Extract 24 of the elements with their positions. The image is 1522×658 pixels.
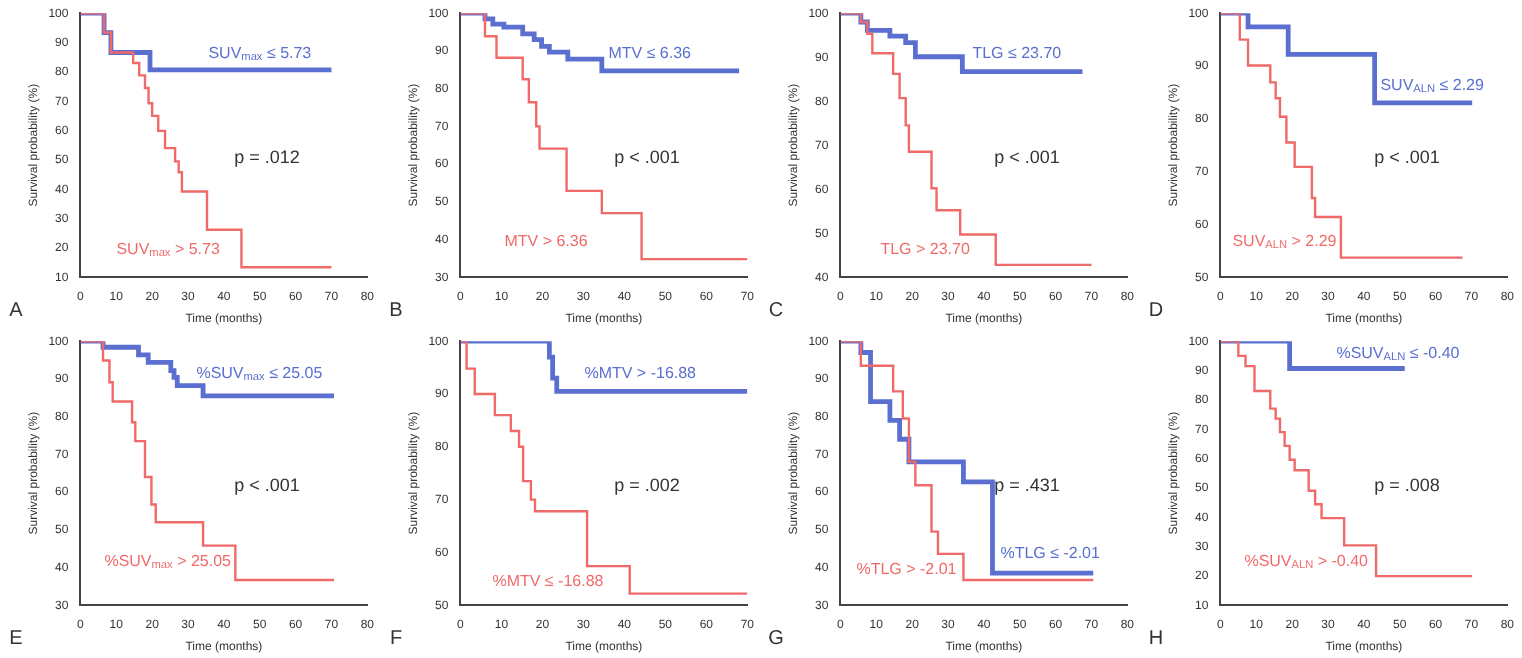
- annotation: p < .001: [234, 475, 300, 496]
- text: G: [768, 627, 785, 650]
- text: A: [9, 299, 24, 322]
- annotation: p = .012: [234, 147, 300, 168]
- text: D: [1148, 299, 1164, 322]
- series-label: %MTV > -16.88: [584, 363, 698, 382]
- annotation: p = .002: [614, 475, 680, 496]
- series-label: MTV > 6.36: [504, 231, 589, 250]
- text: F: [389, 627, 403, 650]
- text: B: [389, 299, 404, 322]
- text: H: [1148, 627, 1164, 650]
- annotation: p < .001: [614, 147, 680, 168]
- series-label: MTV ≤ 6.36: [608, 43, 693, 62]
- annotation: p < .001: [1374, 147, 1440, 168]
- series-label: %MTV ≤ -16.88: [492, 571, 605, 590]
- series-label: TLG ≤ 23.70: [972, 43, 1063, 62]
- annotation: p = .008: [1374, 475, 1440, 496]
- text: C: [768, 299, 784, 322]
- text: E: [9, 627, 24, 650]
- series-label: %TLG > -2.01: [856, 559, 958, 578]
- annotation: p = .431: [994, 475, 1060, 496]
- series-label: %TLG ≤ -2.01: [1000, 543, 1102, 562]
- annotation: p < .001: [994, 147, 1060, 168]
- series-label: TLG > 23.70: [880, 239, 971, 258]
